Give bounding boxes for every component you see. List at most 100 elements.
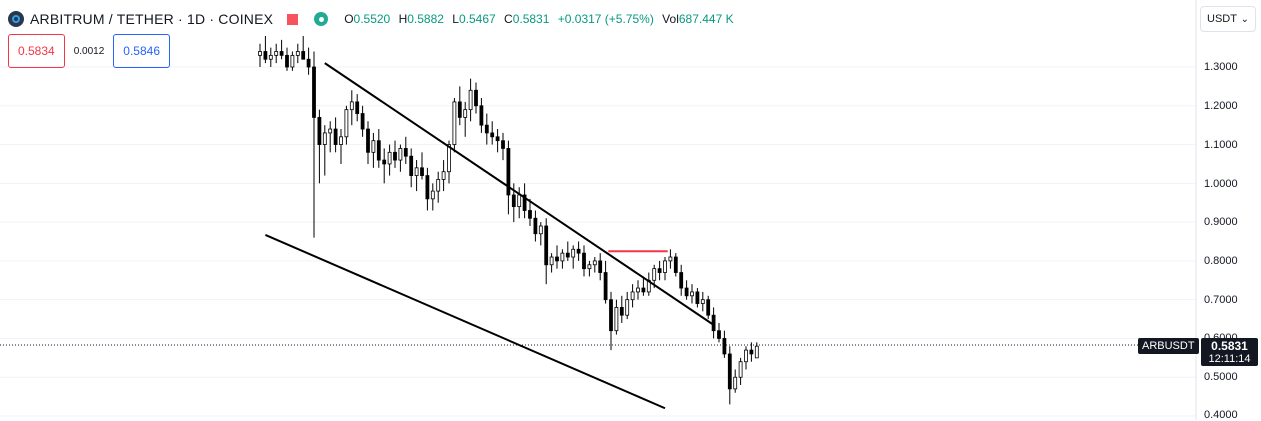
spread-value: 0.0012	[73, 45, 105, 57]
candle	[641, 276, 646, 296]
ohlc-low-label: L	[452, 12, 459, 26]
price-tick: 0.9000	[1204, 216, 1238, 228]
candle	[592, 257, 597, 273]
candle	[711, 307, 716, 339]
candle	[425, 167, 430, 211]
candle	[263, 35, 268, 64]
ohlc-high-label: H	[398, 12, 408, 26]
eye-icon[interactable]	[314, 12, 329, 26]
candle	[409, 148, 414, 188]
candles	[258, 35, 759, 405]
ohlc-high-value: 0.5882	[407, 12, 444, 26]
current-price-badge: 0.5831 12:11:14	[1201, 338, 1258, 366]
current-price-value: 0.5831	[1211, 338, 1248, 353]
candle	[403, 136, 408, 164]
sell-button[interactable]: 0.5834	[8, 34, 65, 68]
candle	[571, 245, 576, 269]
price-tick: 0.7000	[1204, 294, 1238, 306]
ohlc-open-value: 0.5520	[353, 12, 391, 26]
volume-value: 687.447 K	[678, 12, 734, 26]
candle	[538, 222, 543, 246]
candle	[754, 342, 759, 359]
gridlines	[0, 66, 1196, 417]
candle	[749, 342, 754, 362]
candle	[603, 260, 608, 304]
candle	[657, 260, 662, 281]
price-tick: 1.0000	[1204, 178, 1238, 190]
candle	[630, 284, 635, 308]
arbitrum-logo-icon	[8, 11, 24, 27]
candle	[333, 117, 338, 153]
candle	[565, 241, 570, 261]
candle	[268, 47, 273, 67]
candle	[339, 129, 343, 164]
candle	[420, 152, 424, 180]
candle	[387, 144, 392, 176]
candle	[398, 144, 403, 172]
candle	[690, 284, 694, 304]
candle	[668, 249, 673, 269]
price-tick: 0.5000	[1204, 371, 1238, 383]
ohlc-change: +0.0317 (+5.75%)	[557, 12, 654, 26]
candle	[517, 187, 522, 219]
candle	[549, 253, 554, 273]
candle	[528, 198, 532, 226]
candle	[290, 51, 295, 71]
candle	[312, 51, 316, 238]
symbol-price-badge: ARBUSDT	[1138, 338, 1199, 354]
candle	[371, 132, 376, 168]
lower-trendline[interactable]	[265, 234, 666, 410]
chart-legend: ARBITRUM / TETHER · 1D · COINEX O0.5520 …	[8, 9, 739, 29]
candle	[646, 272, 651, 296]
candle	[587, 260, 592, 277]
candle	[355, 94, 360, 122]
candle	[555, 245, 559, 269]
candle	[393, 140, 397, 168]
volume-label: Vol	[662, 12, 679, 26]
candle	[457, 86, 462, 126]
symbol-title[interactable]: ARBITRUM / TETHER · 1D · COINEX	[30, 11, 274, 27]
candle	[274, 43, 279, 64]
candle	[598, 253, 603, 281]
candle	[479, 98, 484, 133]
chevron-down-icon: ⌄	[1240, 13, 1249, 25]
candle	[436, 171, 441, 203]
candle	[366, 121, 370, 164]
candle	[328, 121, 333, 153]
upper-trendline[interactable]	[324, 62, 715, 326]
candle	[484, 113, 489, 145]
candle	[560, 249, 565, 269]
candle	[349, 90, 354, 126]
candle	[376, 129, 381, 168]
trade-panel: 0.5834 0.0012 0.5846	[8, 34, 170, 68]
flag-icon[interactable]	[287, 13, 299, 25]
candle	[619, 295, 624, 323]
candle	[684, 280, 689, 300]
candle	[722, 330, 727, 358]
candle	[414, 160, 419, 192]
candle	[382, 148, 387, 184]
candle	[279, 39, 284, 60]
candle	[533, 210, 538, 242]
candle	[717, 322, 721, 343]
ohlc-close-label: C	[504, 12, 513, 26]
ohlc-open-label: O	[344, 12, 354, 26]
candle	[679, 264, 684, 296]
candle	[344, 105, 349, 145]
candle	[295, 43, 300, 64]
price-tick: 0.4000	[1204, 409, 1238, 421]
buy-button[interactable]: 0.5846	[113, 34, 170, 68]
candle	[495, 129, 500, 153]
candle	[258, 43, 262, 67]
candle	[317, 109, 322, 184]
candle	[306, 47, 311, 75]
candle	[738, 357, 743, 385]
price-tick: 1.2000	[1204, 100, 1238, 112]
currency-select[interactable]: USDT ⌄	[1200, 6, 1256, 32]
candle	[360, 105, 365, 137]
candle	[582, 245, 586, 277]
drawings[interactable]	[265, 62, 715, 410]
candle	[695, 288, 700, 308]
candle	[474, 82, 478, 114]
